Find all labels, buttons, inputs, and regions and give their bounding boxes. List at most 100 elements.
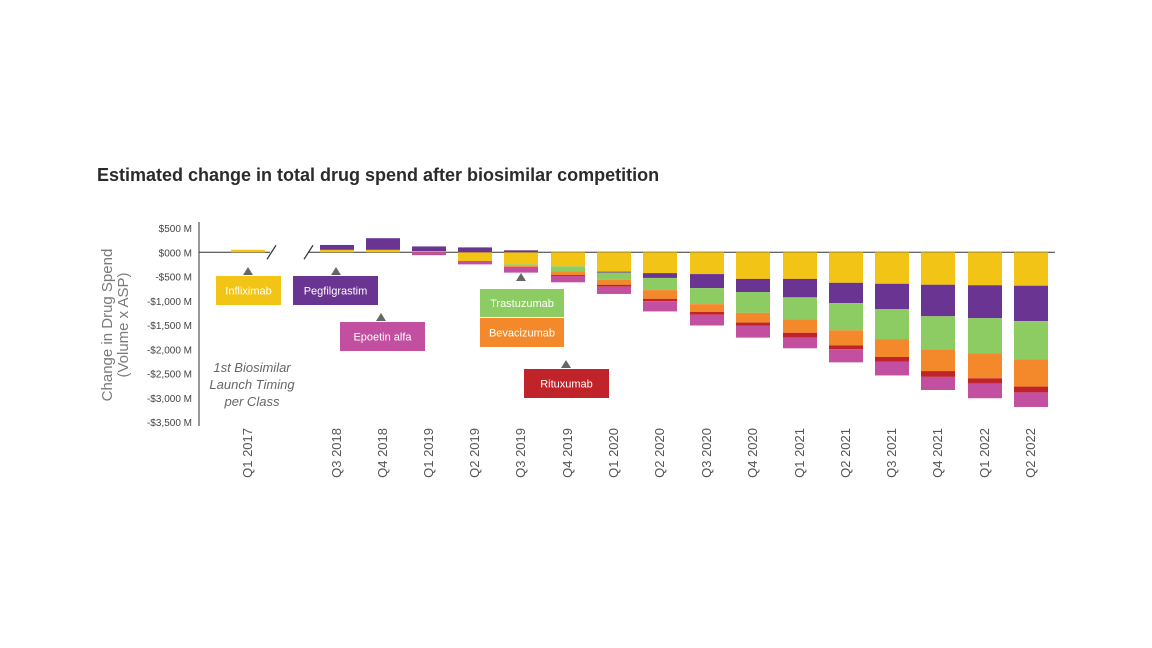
bar-epoetin-alfa-q1-2021: [783, 337, 817, 349]
callout-label: Infliximab: [225, 286, 271, 298]
y-tick-label: $000 M: [159, 248, 192, 259]
bar-rituxumab-q2-2022: [1014, 386, 1048, 393]
bar-epoetin-alfa-q2-2019: [458, 260, 492, 265]
bar-trastuzumab-q1-2020: [597, 272, 631, 280]
callouts: Infliximab Pegfilgrastim Epoetin alfa Trast…: [216, 267, 609, 398]
y-tick-labels: $500 M $000 M -$500 M -$1,000 M -$1,500 M -$2…: [147, 224, 192, 429]
bar-trastuzumab-q4-2020: [736, 292, 770, 313]
bar-epoetin-alfa-q1-2020: [597, 286, 631, 294]
bar-infliximab-q1-2022: [968, 252, 1002, 286]
callout-pointer-q3-2019: [516, 273, 526, 281]
bar-rituxumab-q2-2020: [643, 298, 677, 302]
bar-pegfilgrastim-q2-2020: [643, 273, 677, 278]
bar-epoetin-alfa-q3-2019: [504, 266, 538, 273]
bar-bevacizumab-q1-2021: [783, 319, 817, 333]
bars: [231, 238, 1048, 407]
callout-box: [480, 289, 564, 317]
callout-pointer: [376, 313, 386, 321]
y-tick-label: -$1,500 M: [147, 321, 192, 332]
bar-infliximab-q1-2017: [231, 249, 265, 253]
bar-epoetin-alfa-q1-2019: [412, 252, 446, 256]
bar-infliximab-q4-2019: [551, 252, 585, 267]
bar-infliximab-q2-2019: [458, 252, 492, 261]
bar-epoetin-alfa-q1-2022: [968, 383, 1002, 399]
bar-infliximab-q1-2020: [597, 252, 631, 272]
bar-rituxumab-q3-2020: [690, 311, 724, 315]
bar-infliximab-q2-2021: [829, 252, 863, 283]
bar-pegfilgrastim-q4-2020: [736, 278, 770, 293]
callout-label: Epoetin alfa: [353, 332, 412, 344]
x-tick-label: Q1 2020: [606, 428, 621, 478]
bar-trastuzumab-q4-2019: [551, 266, 585, 272]
x-tick-labels: Q1 2017 Q3 2018 Q4 2018 Q1 2019 Q2 2019 Q3 20…: [240, 428, 1038, 478]
bar-epoetin-alfa-q4-2019: [551, 276, 585, 283]
x-tick-label: Q2 2022: [1023, 428, 1038, 478]
bar-rituxumab-q1-2021: [783, 332, 817, 338]
callout-label: Rituxumab: [540, 379, 593, 391]
callout-box: [340, 322, 425, 351]
bar-infliximab-q4-2021: [921, 252, 955, 285]
callout-pegfilgrastim: Pegfilgrastim: [293, 267, 378, 305]
bar-pegfilgrastim-q4-2021: [921, 284, 955, 317]
bar-rituxumab-q1-2022: [968, 378, 1002, 384]
bar-infliximab-q1-2021: [783, 252, 817, 279]
x-tick-label: Q3 2020: [699, 428, 714, 478]
bar-rituxumab-q2-2021: [829, 345, 863, 350]
bar-bevacizumab-q2-2020: [643, 290, 677, 299]
bar-bevacizumab-q3-2019: [504, 265, 538, 267]
bar-pegfilgrastim-q3-2019: [504, 250, 538, 253]
chart-title: Estimated change in total drug spend aft…: [97, 165, 660, 185]
bar-infliximab-q4-2020: [736, 252, 770, 279]
axis-break-mark: [266, 244, 277, 260]
bar-epoetin-alfa-q4-2021: [921, 376, 955, 390]
callout-label: Trastuzumab: [490, 298, 554, 310]
x-tick-label: Q1 2022: [977, 428, 992, 478]
bar-infliximab-q2-2022: [1014, 252, 1048, 286]
x-tick-label: Q4 2019: [560, 428, 575, 478]
x-tick-label: Q3 2019: [513, 428, 528, 478]
callout-pointer: [516, 273, 526, 281]
bar-epoetin-alfa-q2-2020: [643, 301, 677, 312]
y-tick-label: -$3,500 M: [147, 418, 192, 429]
bar-bevacizumab-q3-2020: [690, 304, 724, 312]
callout-box: [293, 276, 378, 305]
bar-trastuzumab-q2-2020: [643, 277, 677, 291]
x-tick-label: Q4 2018: [375, 428, 390, 478]
launch-timing-note-line: Launch Timing: [209, 377, 295, 392]
bar-trastuzumab-q4-2021: [921, 316, 955, 350]
y-tick-label: -$2,500 M: [147, 370, 192, 381]
bar-rituxumab-q4-2019: [551, 275, 585, 277]
bar-pegfilgrastim-q1-2022: [968, 285, 1002, 319]
callout-epoetin-alfa: Epoetin alfa: [340, 313, 425, 351]
callout-box: [480, 318, 564, 347]
callout-bevacizumab: Bevacizumab: [480, 318, 564, 347]
bar-trastuzumab-q2-2021: [829, 303, 863, 331]
bar-trastuzumab-q3-2020: [690, 288, 724, 305]
bar-bevacizumab-q3-2021: [875, 339, 909, 358]
y-tick-label: -$500 M: [155, 273, 192, 284]
y-tick-label: -$2,000 M: [147, 345, 192, 356]
bar-trastuzumab-q2-2022: [1014, 321, 1048, 360]
x-tick-label: Q2 2021: [838, 428, 853, 478]
y-tick-label: -$1,000 M: [147, 297, 192, 308]
bar-epoetin-alfa-q3-2021: [875, 361, 909, 376]
bar-rituxumab-q1-2020: [597, 284, 631, 287]
x-tick-label: Q3 2018: [329, 428, 344, 478]
y-tick-label: -$3,000 M: [147, 394, 192, 405]
x-tick-label: Q1 2017: [240, 428, 255, 478]
bar-infliximab-q3-2020: [690, 252, 724, 275]
y-axis-title-line-1: Change in Drug Spend: [99, 249, 116, 402]
bar-bevacizumab-q1-2022: [968, 353, 1002, 379]
bar-pegfilgrastim-q3-2018: [320, 244, 354, 250]
bar-bevacizumab-q2-2022: [1014, 359, 1048, 387]
bar-infliximab-q3-2019: [504, 252, 538, 265]
bar-bevacizumab-q2-2021: [829, 330, 863, 346]
bar-epoetin-alfa-q4-2020: [736, 325, 770, 338]
bar-pegfilgrastim-q4-2018: [366, 238, 400, 250]
bar-trastuzumab-q3-2021: [875, 308, 909, 340]
x-tick-label: Q4 2021: [930, 428, 945, 478]
bar-infliximab-q3-2018: [320, 249, 354, 253]
bar-trastuzumab-q3-2019: [504, 264, 538, 266]
callout-box: [216, 276, 281, 305]
